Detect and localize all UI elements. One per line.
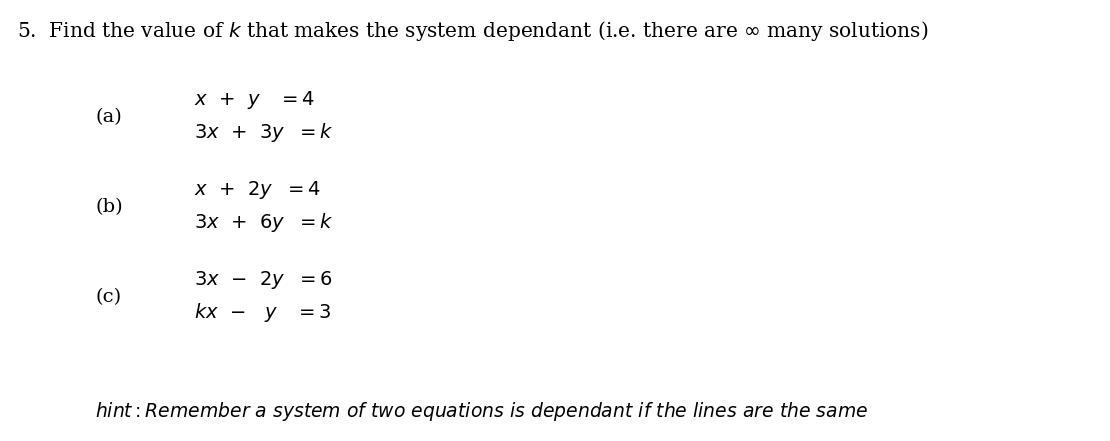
Text: (a): (a): [95, 108, 122, 127]
Text: $x$  $+$  $y$   $= 4$: $x$ $+$ $y$ $= 4$: [194, 89, 315, 111]
Text: $kx$  $-$   $y$   $= 3$: $kx$ $-$ $y$ $= 3$: [194, 301, 332, 324]
Text: $3x$  $+$  $3y$  $= k$: $3x$ $+$ $3y$ $= k$: [194, 121, 334, 144]
Text: $\it{hint: Remember\ a\ system\ of\ two\ equations\ is\ dependant\ if\ the\ line: $\it{hint: Remember\ a\ system\ of\ two\…: [95, 400, 868, 422]
Text: $3x$  $+$  $6y$  $= k$: $3x$ $+$ $6y$ $= k$: [194, 211, 334, 234]
Text: 5.  Find the value of $k$ that makes the system dependant (i.e. there are $\inft: 5. Find the value of $k$ that makes the …: [17, 19, 928, 43]
Text: $3x$  $-$  $2y$  $= 6$: $3x$ $-$ $2y$ $= 6$: [194, 269, 333, 291]
Text: $x$  $+$  $2y$  $= 4$: $x$ $+$ $2y$ $= 4$: [194, 179, 321, 201]
Text: (b): (b): [95, 198, 123, 217]
Text: (c): (c): [95, 288, 121, 306]
